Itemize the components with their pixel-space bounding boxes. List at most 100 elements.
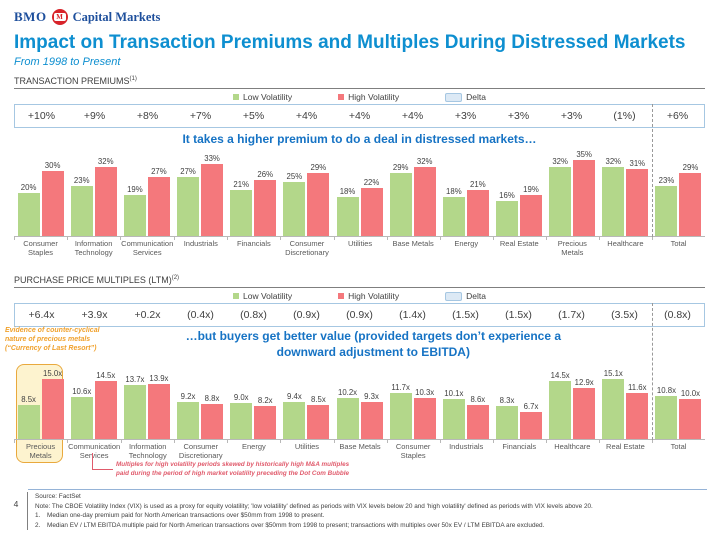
high-volatility-bar: 12.9x xyxy=(573,378,596,439)
bar-group-information-technology: 23% 32% xyxy=(67,157,120,236)
low-volatility-bar: 23% xyxy=(655,176,678,236)
footnotes: Source: FactSet Note: The CBOE Volatilit… xyxy=(27,492,593,531)
delta-swatch-icon xyxy=(445,291,463,301)
category-label: Real Estate xyxy=(598,440,652,462)
high-volatility-swatch-icon xyxy=(338,293,345,299)
bar-group-total: 23% 29% xyxy=(652,163,705,236)
legend-high-label: High Volatility xyxy=(348,92,400,102)
bar-value-label: 29% xyxy=(392,163,409,172)
delta-value: (0.8x) xyxy=(240,309,267,321)
section-rule xyxy=(14,287,705,288)
bar-value-label: 10.8x xyxy=(656,386,676,395)
bar-value-label: 10.6x xyxy=(72,387,92,396)
low-volatility-bar: 32% xyxy=(549,157,572,236)
footer-rule xyxy=(28,489,707,490)
delta-value: (1.4x) xyxy=(399,309,426,321)
bar-value-label: 25% xyxy=(286,172,303,181)
bar-value-label: 33% xyxy=(204,154,220,163)
bar-value-label: 18% xyxy=(339,187,356,196)
legend-low-label: Low Volatility xyxy=(242,92,293,102)
high-volatility-bar: 30% xyxy=(41,161,64,236)
annotation-dot-com-callout: Multiples for high volatility periods sk… xyxy=(116,461,350,477)
low-volatility-bar: 9.2x xyxy=(177,392,200,439)
bar-value-label: 12.9x xyxy=(574,378,594,387)
bar-value-label: 29% xyxy=(310,163,327,172)
bar-group-base-metals: 10.2x 9.3x xyxy=(333,388,386,439)
section-title-superscript: (2) xyxy=(171,275,180,281)
delta-value: (0.9x) xyxy=(346,309,373,321)
high-volatility-bar: 32% xyxy=(94,157,117,236)
callout-connector-line xyxy=(92,453,113,470)
category-label: Consumer Staples xyxy=(14,237,67,263)
low-volatility-bar: 11.7x xyxy=(389,383,412,439)
bar-group-precious-metals: 32% 35% xyxy=(546,150,599,236)
bar-group-base-metals: 29% 32% xyxy=(386,157,439,236)
bar-value-label: 32% xyxy=(605,157,622,166)
category-label: Communication Services xyxy=(67,440,121,462)
category-label: Communication Services xyxy=(120,237,174,263)
bar-group-precious-metals: 8.5x 15.0x xyxy=(14,369,67,439)
delta-value: +4% xyxy=(401,110,424,122)
category-axis-multiples: Precious Metals Communication Services Inf… xyxy=(14,440,705,462)
category-label: Precious Metals xyxy=(14,440,67,462)
high-volatility-bar: 10.3x xyxy=(413,388,436,439)
delta-row: +6.4x +3.9x +0.2x (0.4x) (0.8x) (0.9x) (0.9x) (… xyxy=(14,303,705,327)
low-volatility-bar: 15.1x xyxy=(602,369,625,439)
delta-value: (1.5x) xyxy=(505,309,532,321)
high-volatility-bar: 27% xyxy=(147,167,170,236)
low-volatility-bar: 10.1x xyxy=(442,389,465,439)
category-label: Total xyxy=(651,440,705,462)
section-title-text: TRANSACTION PREMIUMS xyxy=(14,76,130,86)
legend-delta: Delta xyxy=(445,92,486,102)
bar-value-label: 20% xyxy=(20,183,37,192)
legend-delta-label: Delta xyxy=(466,92,486,102)
bar-value-label: 19% xyxy=(127,185,143,194)
total-column-divider xyxy=(651,303,653,440)
footnote-text: Median EV / LTM EBITDA multiple paid for… xyxy=(47,521,545,529)
low-volatility-bar: 8.3x xyxy=(495,396,518,439)
delta-value: +0.2x xyxy=(134,309,161,321)
high-volatility-bar: 8.5x xyxy=(307,395,330,439)
high-volatility-bar: 19% xyxy=(519,185,542,236)
low-volatility-bar: 9.4x xyxy=(283,392,306,439)
bar-value-label: 10.1x xyxy=(444,389,464,398)
delta-value: +4% xyxy=(295,110,318,122)
footer: 4 Source: FactSet Note: The CBOE Volatil… xyxy=(0,490,719,531)
bmo-roundel-icon: M xyxy=(51,9,68,25)
bar-value-label: 16% xyxy=(499,191,515,200)
category-label: Consumer Discretionary xyxy=(280,237,333,263)
delta-value: (0.8x) xyxy=(664,309,691,321)
delta-value: +3.9x xyxy=(81,309,108,321)
annotation-premium: It takes a higher premium to do a deal i… xyxy=(182,132,537,146)
bar-plot-multiples: 8.5x 15.0x 10.6x 14.5x 13.7x 13.9x 9.2x 8.8x 9.0… xyxy=(14,367,705,440)
high-volatility-bar: 10.0x xyxy=(679,389,702,439)
low-volatility-bar: 29% xyxy=(389,163,412,236)
low-volatility-bar: 23% xyxy=(70,176,93,236)
bar-value-label: 21% xyxy=(233,180,250,189)
low-volatility-bar: 21% xyxy=(230,180,253,236)
delta-value: +9% xyxy=(83,110,106,122)
section-title: PURCHASE PRICE MULTIPLES (LTM)(2) xyxy=(14,275,705,285)
total-column-divider xyxy=(651,104,653,237)
annotation-zone: Evidence of counter-cyclical nature of p… xyxy=(5,327,705,367)
category-label: Industrials xyxy=(174,237,227,263)
low-volatility-bar: 25% xyxy=(283,172,306,236)
section-title-superscript: (1) xyxy=(129,76,137,82)
section-transaction-premiums: TRANSACTION PREMIUMS(1) Low Volatility H… xyxy=(0,76,719,263)
delta-value: (1%) xyxy=(613,110,636,122)
source-line: Source: FactSet xyxy=(35,493,81,500)
low-volatility-bar: 18% xyxy=(442,187,465,236)
low-volatility-bar: 32% xyxy=(602,157,625,236)
category-label: Energy xyxy=(439,237,493,263)
category-axis-premiums: Consumer Staples Information Technology Co… xyxy=(14,237,705,263)
bar-value-label: 8.5x xyxy=(21,395,36,404)
bar-value-label: 10.3x xyxy=(415,388,435,397)
legend-delta: Delta xyxy=(445,291,486,301)
delta-value: +4% xyxy=(348,110,371,122)
chart-region-multiples: +6.4x +3.9x +0.2x (0.4x) (0.8x) (0.9x) (0.9x) (… xyxy=(5,303,705,477)
delta-value: +10% xyxy=(27,110,56,122)
low-volatility-swatch-icon xyxy=(232,94,239,100)
legend-low-volatility: Low Volatility xyxy=(232,92,293,102)
high-volatility-bar: 35% xyxy=(573,150,596,236)
